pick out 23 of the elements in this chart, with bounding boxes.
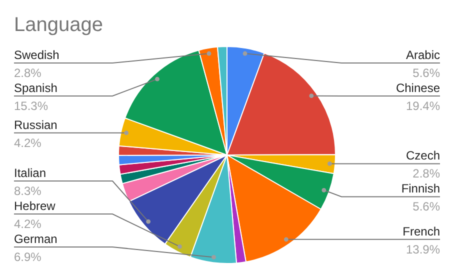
slice-label: Finnish	[401, 182, 440, 196]
data-label: 19.4%	[406, 99, 440, 113]
slice-label: German	[14, 232, 58, 246]
chart-title: Language	[14, 14, 103, 36]
data-label: 2.8%	[14, 66, 42, 80]
slice-label: French	[402, 224, 440, 238]
slice-label: Arabic	[406, 48, 440, 62]
data-label: 4.2%	[14, 136, 42, 150]
slice-label: Chinese	[396, 81, 440, 95]
data-label: 6.9%	[14, 250, 42, 264]
slice-label: Spanish	[14, 81, 58, 95]
data-label: 4.2%	[14, 217, 42, 231]
slice-label: Czech	[406, 148, 440, 163]
slice-label: Italian	[14, 166, 46, 180]
slice-label: Russian	[14, 118, 58, 132]
slice-label: Hebrew	[14, 199, 56, 213]
slice-label: Swedish	[14, 48, 60, 62]
data-label: 2.8%	[412, 166, 440, 181]
data-label: 5.6%	[412, 200, 440, 214]
data-label: 8.3%	[14, 184, 42, 198]
data-label: 5.6%	[412, 66, 440, 80]
data-label: 13.9%	[406, 242, 440, 256]
data-label: 15.3%	[14, 99, 48, 113]
